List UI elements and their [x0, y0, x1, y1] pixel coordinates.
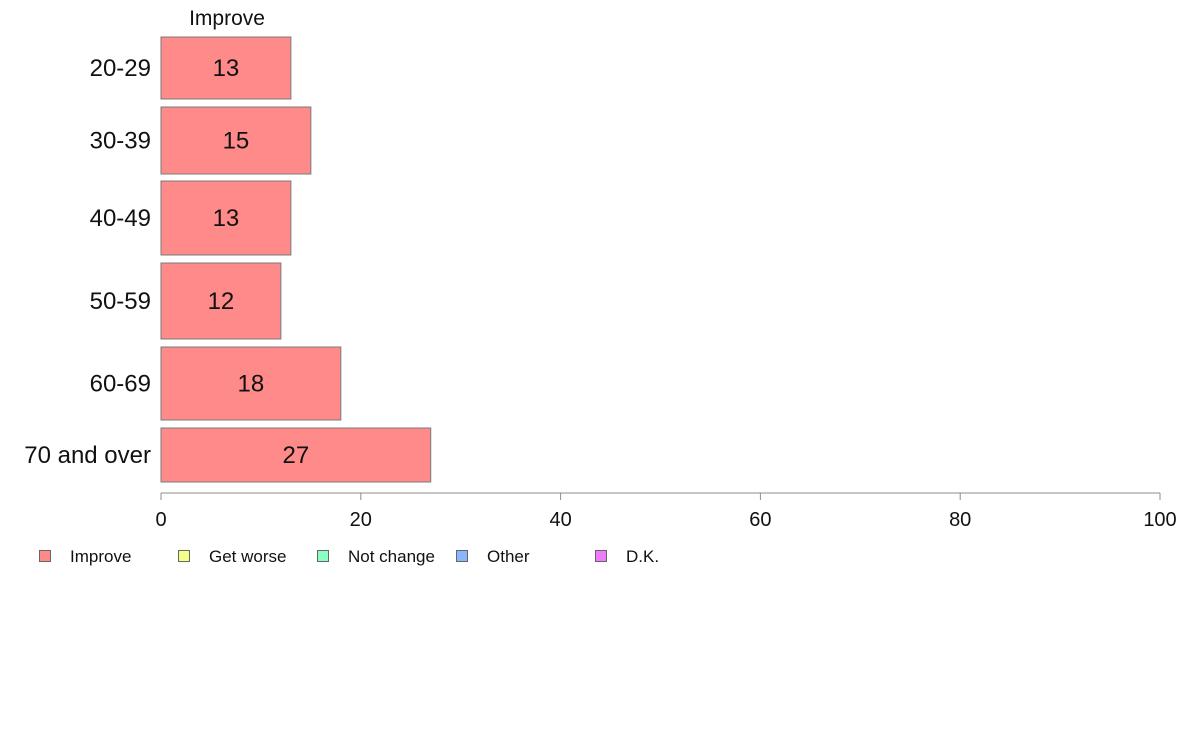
data-label: 13: [213, 205, 240, 232]
category-label: 20-29: [90, 55, 151, 82]
bar: [160, 346, 342, 421]
x-tick-label: 100: [1143, 509, 1176, 531]
legend-label-other: Other: [487, 547, 530, 566]
legend-swatch-not-change: [317, 550, 329, 562]
legend-label-not-change: Not change: [348, 547, 435, 566]
bars-layer: 13 20-29 15 30-39 13 40-49 12 50-59 18 60-69 27 70 …: [24, 36, 432, 483]
x-tick-label: 20: [350, 509, 372, 531]
category-label: 60-69: [90, 371, 151, 398]
bar: [160, 106, 312, 175]
data-label: 15: [223, 128, 250, 155]
x-tick-label: 40: [549, 509, 571, 531]
bar: [160, 180, 292, 256]
x-tick-label: 80: [949, 509, 971, 531]
legend-label-improve: Improve: [70, 547, 132, 566]
category-label: 70 and over: [24, 442, 151, 469]
legend-label-dk: D.K.: [626, 547, 660, 566]
x-axis: 0 20 40 60 80 100: [155, 492, 1177, 531]
chart-title: Improve: [189, 7, 265, 30]
data-label: 13: [213, 55, 240, 82]
data-label: 27: [283, 442, 310, 469]
data-label: 18: [238, 371, 265, 398]
data-label: 12: [208, 288, 235, 315]
category-label: 50-59: [90, 288, 151, 315]
x-tick-label: 0: [155, 509, 166, 531]
legend-label-get-worse: Get worse: [209, 547, 287, 566]
legend-swatch-dk: [595, 550, 607, 562]
legend-swatch-improve: [39, 550, 51, 562]
legend-swatch-other: [456, 550, 468, 562]
bar: [160, 36, 292, 100]
legend-swatch-get-worse: [178, 550, 190, 562]
category-label: 30-39: [90, 128, 151, 155]
x-tick-label: 60: [749, 509, 771, 531]
bar: [160, 262, 282, 340]
category-label: 40-49: [90, 205, 151, 232]
bar: [160, 427, 432, 483]
